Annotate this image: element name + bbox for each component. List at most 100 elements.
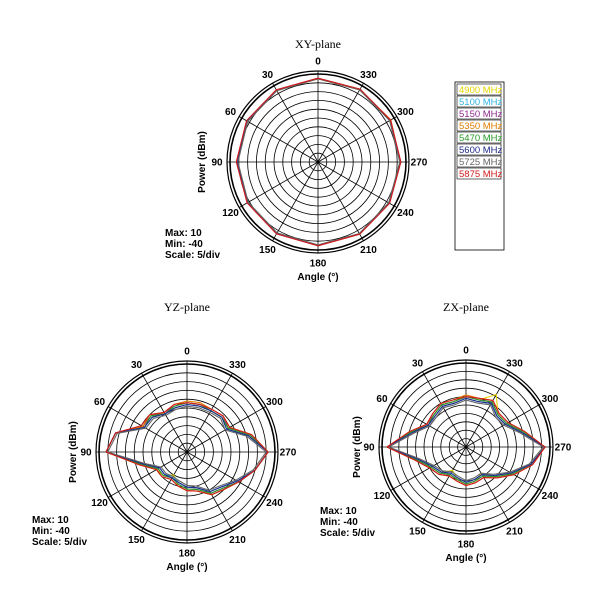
angle-tick-label: 150 — [128, 535, 145, 546]
legend-entry-box — [456, 155, 502, 168]
grid-spoke — [272, 82, 319, 163]
angle-tick-label: 30 — [262, 70, 274, 81]
angle-tick-label: 60 — [376, 394, 388, 405]
grid-spoke — [238, 116, 319, 163]
legend-entry: 5600 MHz — [459, 145, 503, 156]
series-line-5875-mhz — [105, 402, 269, 496]
angle-tick-label: 60 — [225, 107, 237, 118]
angle-tick-label: 330 — [506, 358, 523, 369]
angle-tick-label: 120 — [91, 498, 108, 509]
legend-entry-box — [456, 107, 502, 120]
legend-entry-box — [456, 131, 502, 144]
stat-max: Max: 10 — [32, 515, 69, 526]
series-line-5725-mhz — [107, 405, 267, 491]
grid-spoke — [317, 82, 364, 163]
grid-spoke — [107, 406, 188, 453]
grid-spoke — [317, 116, 398, 163]
grid-spoke — [465, 371, 510, 448]
plot-title: XY-plane — [295, 37, 341, 51]
legend-entry: 4900 MHz — [459, 85, 503, 96]
angle-tick-label: 0 — [184, 347, 190, 358]
angle-tick-label: 90 — [363, 443, 375, 454]
grid-spoke — [465, 446, 510, 523]
angle-tick-label: 90 — [211, 158, 223, 169]
polar-plot-xy-plane: XY-plane 0 30 60 90 120 150 180 210 240 270 300 330 A… — [165, 37, 428, 283]
series-line-5725-mhz — [388, 399, 544, 482]
angle-tick-label: 180 — [179, 549, 196, 560]
angle-axis-label: Angle (°) — [166, 562, 207, 573]
power-axis-label: Power (dBm) — [68, 421, 79, 483]
angle-tick-label: 120 — [374, 491, 391, 502]
angle-tick-label: 90 — [80, 448, 92, 459]
legend-entry: 5725 MHz — [459, 157, 503, 168]
angle-tick-label: 180 — [458, 540, 475, 551]
legend-entry-box — [456, 143, 502, 156]
stat-scale: Scale: 5/div — [320, 528, 375, 539]
power-axis-label: Power (dBm) — [352, 416, 363, 478]
grid-spoke — [422, 371, 467, 448]
angle-axis-label: Angle (°) — [297, 272, 338, 283]
angle-tick-label: 270 — [411, 158, 428, 169]
legend-entry: 5350 MHz — [459, 121, 503, 132]
angle-tick-label: 30 — [412, 358, 424, 369]
angle-tick-label: 300 — [266, 397, 283, 408]
grid-spoke — [107, 451, 188, 498]
stat-scale: Scale: 5/div — [32, 537, 87, 548]
angle-tick-label: 300 — [397, 107, 414, 118]
angle-tick-label: 180 — [310, 259, 327, 270]
series-line-5875-mhz — [386, 396, 546, 487]
grid-spoke — [317, 161, 364, 242]
series-line-5600-mhz — [386, 397, 546, 483]
legend-entry-box — [456, 83, 502, 96]
angle-tick-label: 210 — [506, 527, 523, 538]
legend-entry-box — [456, 167, 502, 180]
plot-title: ZX-plane — [443, 300, 489, 314]
angle-tick-label: 270 — [280, 448, 297, 459]
legend-entry-box — [456, 95, 502, 108]
angle-tick-label: 210 — [229, 535, 246, 546]
grid-spoke — [465, 446, 542, 491]
angle-tick-label: 120 — [222, 208, 239, 219]
angle-tick-label: 0 — [463, 346, 469, 357]
polar-plot-zx-plane: ZX-plane 0 30 60 90 120 150 180 210 240 270 300 330 A… — [320, 300, 572, 564]
stat-min: Min: -40 — [32, 526, 70, 537]
grid-spoke — [317, 161, 398, 208]
angle-tick-label: 0 — [315, 57, 321, 68]
stat-max: Max: 10 — [320, 506, 357, 517]
grid-spoke — [238, 161, 319, 208]
grid-spoke — [141, 451, 188, 532]
grid-spoke — [390, 446, 467, 491]
legend-box — [454, 81, 505, 251]
legend-entry: 5470 MHz — [459, 133, 503, 144]
angle-tick-label: 150 — [259, 245, 276, 256]
angle-tick-label: 30 — [131, 360, 143, 371]
stat-max: Max: 10 — [165, 228, 202, 239]
angle-tick-label: 330 — [229, 360, 246, 371]
grid-spoke — [422, 446, 467, 523]
angle-tick-label: 240 — [542, 491, 559, 502]
series-line-5725-mhz — [237, 78, 401, 246]
legend-entry: 5875 MHz — [459, 169, 503, 180]
polar-plot-yz-plane: YZ-plane 0 30 60 90 120 150 180 210 240 270 300 330 A… — [32, 300, 297, 573]
angle-tick-label: 270 — [555, 443, 572, 454]
angle-tick-label: 240 — [266, 498, 283, 509]
grid-spoke — [186, 451, 267, 498]
legend-entry: 5100 MHz — [459, 97, 503, 108]
angle-tick-label: 240 — [397, 208, 414, 219]
angle-tick-label: 60 — [94, 397, 106, 408]
angle-tick-label: 300 — [542, 394, 559, 405]
stat-scale: Scale: 5/div — [165, 250, 220, 261]
power-axis-label: Power (dBm) — [197, 131, 208, 193]
legend-entry-box — [456, 119, 502, 132]
stat-min: Min: -40 — [320, 517, 358, 528]
plot-title: YZ-plane — [164, 300, 210, 314]
legend-entry: 5150 MHz — [459, 109, 503, 120]
stat-min: Min: -40 — [165, 239, 203, 250]
series-line-5875-mhz — [235, 77, 402, 247]
series-line-5600-mhz — [105, 403, 269, 493]
grid-spoke — [272, 161, 319, 242]
angle-tick-label: 150 — [409, 527, 426, 538]
angle-tick-label: 210 — [360, 245, 377, 256]
